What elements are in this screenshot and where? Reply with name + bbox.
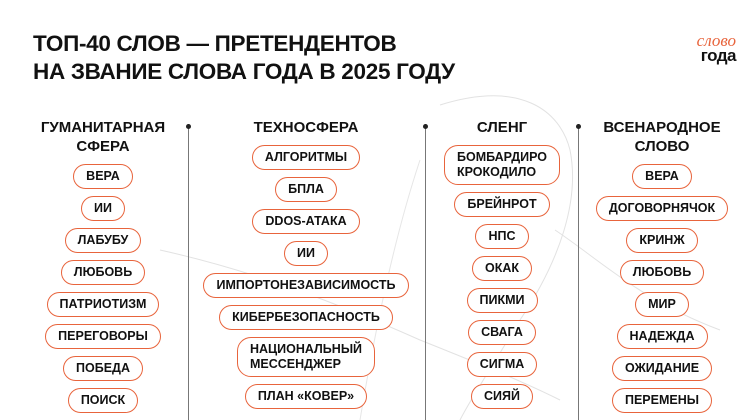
- logo-bottom: года: [700, 46, 737, 65]
- word-pill: ПЕРЕГОВОРЫ: [45, 324, 161, 349]
- word-pill: НПС: [475, 224, 529, 249]
- word-pill: ПИКМИ: [466, 288, 538, 313]
- word-pill: ПОБЕДА: [63, 356, 143, 381]
- word-pill: ВЕРА: [632, 164, 692, 189]
- column-heading: ВСЕНАРОДНОЕ СЛОВО: [603, 119, 721, 155]
- word-pill: АЛГОРИТМЫ: [251, 145, 361, 170]
- word-pill: ЛЮБОВЬ: [619, 260, 705, 285]
- word-pill: КРИНЖ: [626, 228, 698, 253]
- logo-top: слово: [696, 31, 736, 50]
- word-pill: ПОИСК: [67, 388, 139, 413]
- page-title: ТОП-40 СЛОВ — ПРЕТЕНДЕНТОВ НА ЗВАНИЕ СЛО…: [33, 30, 455, 86]
- column-humanities: ГУМАНИТАРНАЯ СФЕРА ВЕРА ИИ ЛАБУБУ ЛЮБОВЬ ПАТР…: [18, 118, 188, 420]
- word-pill: ПЕРЕМЕНЫ: [611, 388, 712, 413]
- word-pill: СИЯЙ: [471, 384, 533, 409]
- word-pill: ПЛАН «КОВЕР»: [244, 384, 368, 409]
- word-pill: ИМПОРТОНЕЗАВИСИМОСТЬ: [203, 273, 409, 298]
- word-pill: ЛАБУБУ: [64, 228, 142, 253]
- word-pill: БПЛА: [275, 177, 337, 202]
- word-pill: СИГМА: [466, 352, 538, 377]
- word-pill: ИИ: [284, 241, 328, 266]
- column-heading: ГУМАНИТАРНАЯ СФЕРА: [40, 119, 166, 155]
- word-pill: DDOS-АТАКА: [252, 209, 360, 234]
- word-pill: ОКАК: [471, 256, 532, 281]
- word-pill: ВЕРА: [73, 164, 133, 189]
- slovo-goda-logo: слово года: [696, 31, 737, 65]
- column-heading: ТЕХНОСФЕРА: [253, 119, 359, 136]
- column-heading: СЛЕНГ: [476, 119, 528, 136]
- title-line-1: ТОП-40 СЛОВ — ПРЕТЕНДЕНТОВ: [33, 31, 397, 56]
- column-technosphere: ТЕХНОСФЕРА АЛГОРИТМЫ БПЛА DDOS-АТАКА ИИ ИМПОР…: [190, 118, 422, 416]
- word-pill: ОЖИДАНИЕ: [611, 356, 713, 381]
- column-divider: [422, 124, 429, 420]
- word-pill: БОМБАРДИРО КРОКОДИЛО: [444, 145, 560, 185]
- word-pill: КИБЕРБЕЗОПАСНОСТЬ: [219, 305, 393, 330]
- title-line-2: НА ЗВАНИЕ СЛОВА ГОДА В 2025 ГОДУ: [33, 59, 455, 84]
- column-divider: [575, 124, 582, 420]
- word-pill: ЛЮБОВЬ: [60, 260, 146, 285]
- word-pill: ДОГОВОРНЯЧОК: [595, 196, 729, 221]
- word-pill: ИИ: [81, 196, 125, 221]
- column-popular-word: ВСЕНАРОДНОЕ СЛОВО ВЕРА ДОГОВОРНЯЧОК КРИНЖ ЛЮ…: [582, 118, 742, 420]
- word-pill: МИР: [635, 292, 689, 317]
- word-pill: СВАГА: [468, 320, 536, 345]
- word-pill: БРЕЙНРОТ: [454, 192, 550, 217]
- column-slang: СЛЕНГ БОМБАРДИРО КРОКОДИЛО БРЕЙНРОТ НПС ОКАК…: [428, 118, 576, 416]
- word-pill: ПАТРИОТИЗМ: [46, 292, 160, 317]
- word-pill: НАДЕЖДА: [616, 324, 708, 349]
- column-divider: [185, 124, 192, 420]
- word-pill: НАЦИОНАЛЬНЫЙ МЕССЕНДЖЕР: [236, 337, 376, 377]
